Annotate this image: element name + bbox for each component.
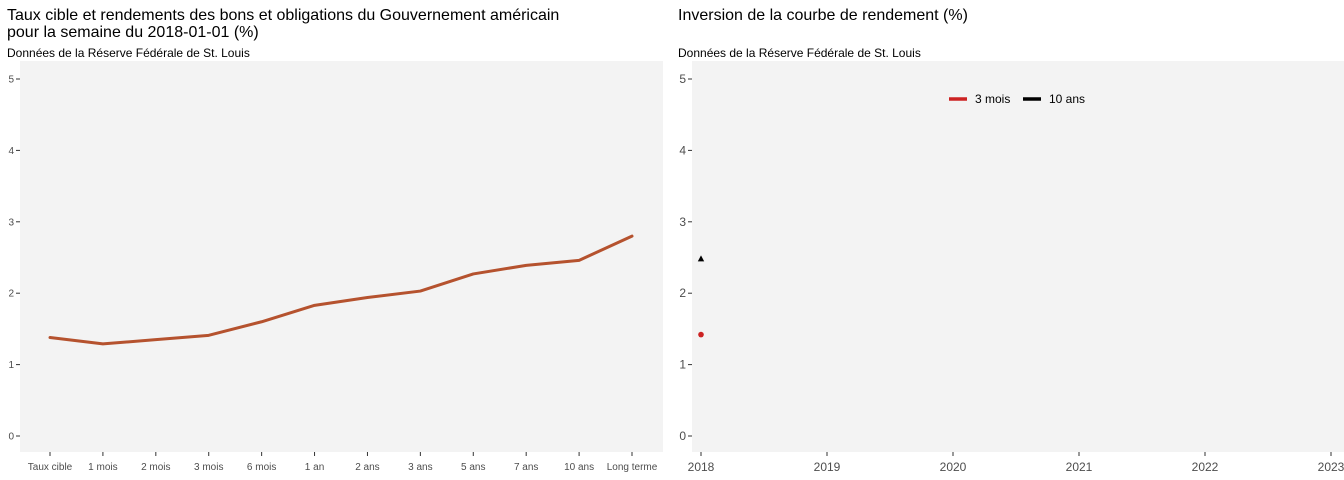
legend-key-3-mois-label: 3 mois bbox=[975, 92, 1010, 106]
left-y-axis: 0 1 2 3 4 5 bbox=[8, 75, 20, 443]
right-y-tick-label: 3 bbox=[679, 215, 686, 229]
left-x-tick-label: Taux cible bbox=[28, 462, 73, 473]
left-x-tick-label: 1 mois bbox=[88, 462, 117, 473]
left-plot-background bbox=[20, 61, 663, 452]
left-x-tick-label: 3 ans bbox=[408, 462, 432, 473]
right-chart-svg: 0 1 2 3 4 5 2018 2019 2020 2021 2022 2023 3 mois 10… bbox=[679, 61, 1344, 474]
left-y-tick-label: 4 bbox=[8, 146, 14, 157]
right-x-tick-label: 2018 bbox=[688, 460, 715, 474]
left-x-tick-label: 7 ans bbox=[514, 462, 538, 473]
right-y-tick-label: 0 bbox=[679, 429, 686, 443]
left-x-tick-label: 1 an bbox=[305, 462, 324, 473]
yield-curve-line bbox=[48, 234, 634, 346]
left-x-tick-label: 2 ans bbox=[355, 462, 379, 473]
left-y-tick-label: 2 bbox=[8, 289, 14, 300]
right-x-tick-label: 2019 bbox=[814, 460, 841, 474]
right-chart-subtitle: Données de la Réserve Fédérale de St. Lo… bbox=[678, 46, 921, 60]
legend-key-10-ans-label: 10 ans bbox=[1049, 92, 1085, 106]
left-y-tick-label: 3 bbox=[8, 217, 14, 228]
left-x-axis: Taux cible 1 mois 2 mois 3 mois 6 mois 1 an 2 … bbox=[28, 452, 658, 473]
right-y-axis: 0 1 2 3 4 5 bbox=[679, 72, 692, 443]
left-x-tick-label: 2 mois bbox=[141, 462, 170, 473]
right-x-tick-label: 2022 bbox=[1192, 460, 1219, 474]
left-chart-title-line2: pour la semaine du 2018-01-01 (%) bbox=[7, 24, 259, 41]
left-y-tick-label: 1 bbox=[8, 360, 14, 371]
right-y-tick-label: 4 bbox=[679, 143, 686, 157]
three-month-point bbox=[698, 331, 704, 338]
left-chart-subtitle: Données de la Réserve Fédérale de St. Lo… bbox=[7, 46, 250, 60]
right-plot-background bbox=[692, 61, 1344, 452]
left-series-layer bbox=[48, 234, 634, 346]
right-series-layer bbox=[697, 255, 705, 338]
right-y-tick-label: 2 bbox=[679, 286, 686, 300]
left-chart-title-line1: Taux cible et rendements des bons et obl… bbox=[7, 7, 560, 24]
ten-year-point bbox=[697, 255, 705, 262]
left-x-tick-label: Long terme bbox=[607, 462, 658, 473]
left-x-tick-label: 5 ans bbox=[461, 462, 485, 473]
left-x-tick-label: 10 ans bbox=[564, 462, 594, 473]
left-chart-panel: Taux cible et rendements des bons et obl… bbox=[7, 7, 663, 473]
left-y-tick-label: 0 bbox=[8, 432, 14, 443]
left-chart-svg: 0 1 2 3 4 5 Taux cible 1 mois 2 mois 3 mois 6 moi… bbox=[8, 61, 663, 473]
left-y-tick-label: 5 bbox=[8, 75, 14, 86]
right-x-tick-label: 2021 bbox=[1066, 460, 1093, 474]
right-x-axis: 2018 2019 2020 2021 2022 2023 bbox=[688, 452, 1344, 474]
right-x-tick-label: 2023 bbox=[1318, 460, 1344, 474]
right-legend: 3 mois 10 ans bbox=[949, 92, 1085, 106]
left-x-tick-label: 3 mois bbox=[194, 462, 223, 473]
right-y-tick-label: 5 bbox=[679, 72, 686, 86]
right-y-tick-label: 1 bbox=[679, 358, 686, 372]
right-x-tick-label: 2020 bbox=[940, 460, 967, 474]
left-x-tick-label: 6 mois bbox=[247, 462, 276, 473]
right-chart-title: Inversion de la courbe de rendement (%) bbox=[678, 7, 968, 24]
right-chart-panel: Inversion de la courbe de rendement (%) … bbox=[672, 0, 1344, 480]
